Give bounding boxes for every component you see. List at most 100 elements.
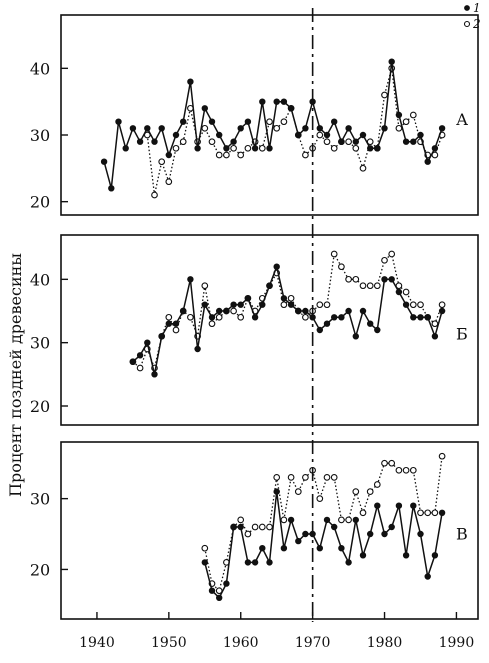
series-1-point xyxy=(208,587,216,594)
series-1-point xyxy=(410,502,417,509)
series-2-line xyxy=(204,456,443,592)
panels-layer: 20 30 40 А 20 30 40 Б 20 30 В xyxy=(30,8,479,622)
series-2-point xyxy=(395,124,403,132)
series-2-point xyxy=(402,288,410,296)
panel-0: 20 30 40 А xyxy=(30,14,479,216)
series-2-point xyxy=(230,307,237,315)
y-tick-label: 30 xyxy=(30,126,50,145)
series-1-point xyxy=(158,125,165,132)
series-1-point xyxy=(345,125,352,132)
series-1-point xyxy=(410,138,417,145)
series-2-point xyxy=(359,164,367,172)
series-1-point xyxy=(381,530,388,538)
series-1-point xyxy=(323,320,331,327)
series-2-point xyxy=(223,151,230,159)
series-2-line xyxy=(132,252,443,371)
series-1-point xyxy=(381,125,388,132)
series-1-point xyxy=(172,320,180,327)
panel-frame xyxy=(60,234,479,426)
series-2-point xyxy=(366,488,374,495)
series-2-point xyxy=(431,509,439,517)
y-tick-label: 30 xyxy=(30,334,50,353)
series-2-point xyxy=(237,151,245,159)
series-1-point xyxy=(316,326,323,334)
panel-frame xyxy=(60,441,479,620)
series-1-point xyxy=(187,276,194,283)
series-2-point xyxy=(201,544,209,552)
series-2-point xyxy=(158,158,166,166)
series-2-point xyxy=(280,516,288,524)
series-1-point xyxy=(374,502,381,509)
series-2-point xyxy=(287,474,295,481)
series-1-point xyxy=(244,118,252,125)
series-1-point xyxy=(424,158,431,165)
series-1-point xyxy=(151,371,158,378)
series-1-point xyxy=(352,138,359,145)
series-1-point xyxy=(259,545,266,552)
series-1-point xyxy=(388,276,395,283)
series-1-point xyxy=(345,559,352,566)
series-2-point xyxy=(417,509,424,517)
y-tick-label: 20 xyxy=(30,193,50,212)
series-2-point xyxy=(395,466,403,474)
series-1-point xyxy=(280,545,288,552)
series-1-point xyxy=(230,138,237,145)
series-2-point xyxy=(352,144,360,152)
series-1-point xyxy=(395,111,403,119)
series-2-point xyxy=(323,301,331,309)
series-1-point xyxy=(338,314,345,321)
panel-1: 20 30 40 Б xyxy=(30,234,479,426)
legend-marker-1 xyxy=(464,5,470,11)
y-tick-label: 40 xyxy=(30,59,50,78)
series-2-point xyxy=(373,481,381,488)
x-axis: 1940 1950 1960 1970 1980 1990 xyxy=(79,612,474,651)
series-2-point xyxy=(215,151,223,159)
series-2-point xyxy=(237,313,245,321)
series-1-point xyxy=(201,301,208,308)
series-2-point xyxy=(345,138,352,146)
series-2-point xyxy=(266,118,273,126)
series-1-point xyxy=(237,301,244,308)
series-2-point xyxy=(323,138,331,146)
series-1-point xyxy=(295,537,302,545)
series-2-point xyxy=(251,523,259,531)
series-2-point xyxy=(352,488,360,495)
y-axis-label: Процент поздней древесины xyxy=(6,253,25,497)
series-1-point xyxy=(395,502,403,509)
series-2-point xyxy=(280,301,288,309)
series-2-point xyxy=(366,282,374,290)
series-1-point xyxy=(316,545,323,552)
series-1-point xyxy=(338,138,345,145)
series-2-point xyxy=(165,313,173,321)
series-1-point xyxy=(352,333,359,340)
series-1-point xyxy=(251,559,259,566)
series-2-point xyxy=(187,313,194,321)
series-2-point xyxy=(338,263,345,271)
series-2-point xyxy=(316,495,324,502)
series-1-point xyxy=(431,145,439,152)
y-tick-label: 40 xyxy=(30,270,50,289)
series-1-point xyxy=(215,594,223,601)
series-1-line xyxy=(204,491,443,600)
series-1-point xyxy=(395,288,403,296)
series-1-point xyxy=(172,131,180,139)
series-2-point xyxy=(287,294,295,302)
series-1-point xyxy=(136,138,144,145)
y-tick-label: 20 xyxy=(30,560,50,579)
series-1-point xyxy=(223,580,230,587)
series-1-point xyxy=(438,307,446,315)
series-1-point xyxy=(108,185,115,192)
series-1-point xyxy=(230,523,237,531)
series-2-point xyxy=(409,111,417,119)
series-2-point xyxy=(323,474,331,481)
series-2-point xyxy=(438,301,446,309)
series-1-point xyxy=(287,301,295,308)
series-1-point xyxy=(223,145,230,152)
series-2-point xyxy=(273,474,281,481)
series-2-point xyxy=(402,466,410,474)
legend-label-2: 2 xyxy=(472,17,481,31)
series-1-point xyxy=(431,333,439,340)
series-1-point xyxy=(367,145,374,152)
series-1-point xyxy=(237,523,244,531)
series-2-point xyxy=(165,178,173,186)
